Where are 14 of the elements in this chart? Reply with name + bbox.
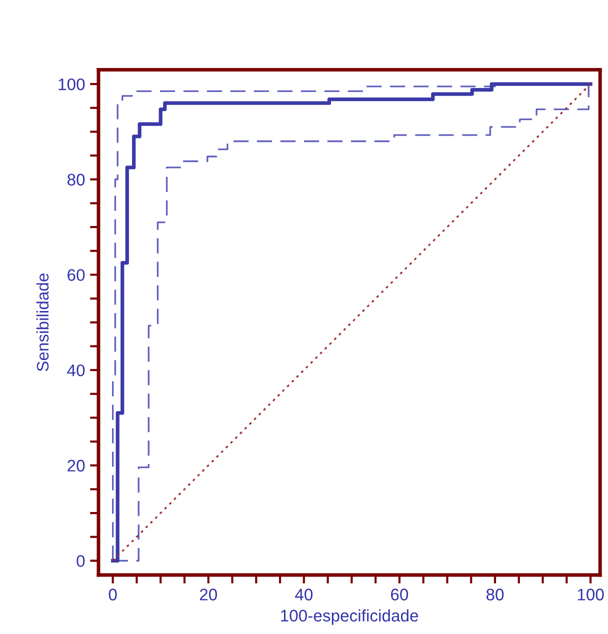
x-tick-label: 100 [578, 588, 604, 600]
y-tick-label: 20 [68, 460, 85, 472]
x-tick-label: 80 [486, 588, 504, 600]
y-tick-label: 0 [76, 555, 85, 567]
y-tick-label: 40 [67, 364, 85, 376]
y-tick-label: 100 [58, 78, 85, 90]
y-axis-title: Sensibilidade [36, 274, 49, 372]
x-tick-label: 0 [108, 588, 117, 600]
x-tick-label: 60 [391, 588, 408, 600]
x-axis-title: 100-especificidade [281, 609, 418, 625]
x-tick-label: 40 [295, 588, 313, 600]
y-tick-label: 60 [68, 269, 85, 281]
x-tick-label: 20 [200, 588, 217, 600]
y-tick-label: 80 [67, 174, 85, 186]
